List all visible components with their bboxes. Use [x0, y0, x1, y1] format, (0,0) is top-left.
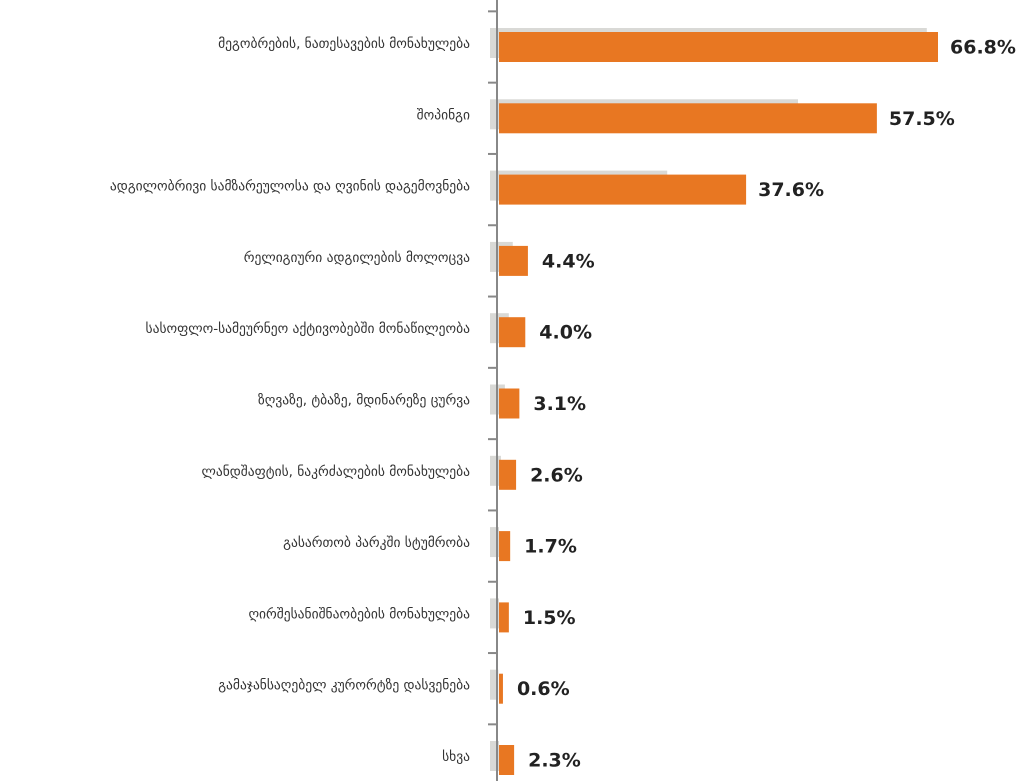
- bar: [499, 103, 877, 134]
- category-label: ლანდშაფტის, ნაკრძალების მონახულება: [201, 463, 470, 480]
- category-label: ადგილობრივი სამზარეულოსა და ღვინის დაგემ…: [110, 178, 470, 195]
- category-label: შოპინგი: [417, 107, 470, 123]
- value-label: 1.7%: [524, 536, 577, 558]
- value-label: 4.4%: [542, 250, 595, 272]
- category-label: რელიგიური ადგილების მოლოცვა: [244, 249, 470, 266]
- value-label: 4.0%: [539, 322, 592, 344]
- value-label: 57.5%: [889, 108, 955, 130]
- shadow-bar: [490, 455, 501, 486]
- bar: [499, 673, 503, 704]
- category-label: ღირშესანიშნაობების მონახულება: [248, 605, 470, 622]
- value-label: 2.6%: [530, 464, 583, 486]
- category-label: სასოფლო-სამეურნეო აქტივობებში მონაწილეობ…: [146, 320, 471, 337]
- category-label: სხვა: [442, 749, 470, 765]
- value-label: 3.1%: [533, 393, 586, 415]
- shadow-bar: [490, 669, 499, 700]
- bar: [499, 531, 511, 562]
- shadow-bar: [490, 598, 499, 629]
- value-label: 0.6%: [517, 678, 570, 700]
- bar: [499, 459, 517, 490]
- category-label: გასართობ პარკში სტუმრობა: [283, 534, 470, 551]
- category-label: მეგობრების, ნათესავების მონახულება: [218, 35, 470, 52]
- bar: [499, 32, 938, 62]
- bar: [499, 388, 520, 419]
- shadow-bar: [490, 741, 499, 771]
- bar: [499, 602, 509, 633]
- category-label: გამაჯანსაღებელ კურორტზე დასვენება: [218, 677, 470, 694]
- value-label: 66.8%: [950, 37, 1016, 59]
- category-label: ზღვაზე, ტბაზე, მდინარეზე ცურვა: [258, 392, 470, 409]
- bar: [499, 245, 528, 276]
- value-label: 2.3%: [528, 750, 581, 772]
- bar: [499, 174, 747, 205]
- bar: [499, 317, 526, 348]
- bar: [499, 745, 515, 775]
- shadow-bar: [490, 527, 499, 558]
- value-label: 1.5%: [523, 607, 576, 629]
- value-label: 37.6%: [758, 179, 824, 201]
